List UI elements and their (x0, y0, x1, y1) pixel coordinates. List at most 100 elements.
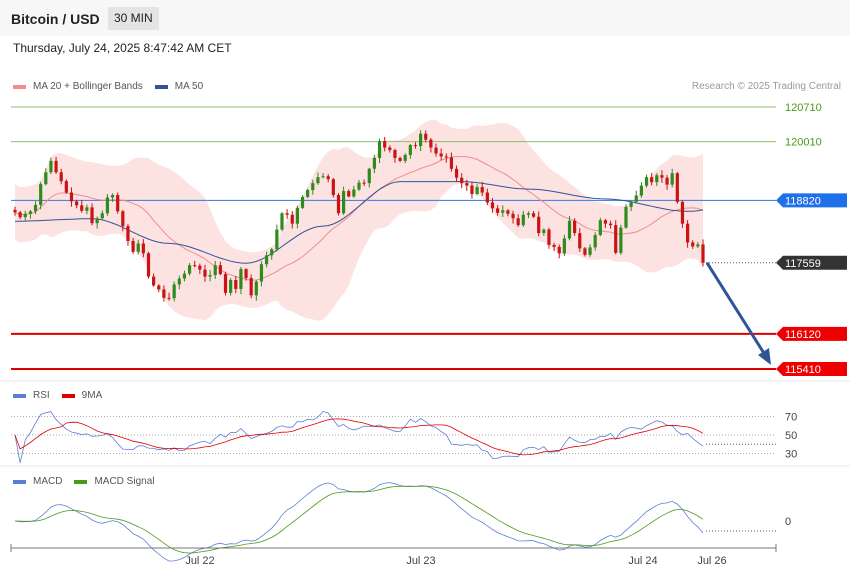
candle-body (460, 177, 464, 184)
candle-body (655, 175, 659, 183)
rsi-legend-label: RSI (33, 390, 50, 401)
ma20-swatch (13, 84, 26, 89)
candle-body (126, 226, 130, 241)
candle-body (634, 195, 638, 202)
candle-body (444, 156, 448, 158)
candle-body (475, 187, 479, 195)
macd-panel: 0 (14, 482, 791, 562)
candle-body (121, 211, 125, 227)
x-axis: Jul 22 Jul 23 Jul 24 Jul 26 (10, 544, 777, 567)
candle-body (701, 244, 705, 263)
candle-body (547, 229, 551, 245)
level-tag-118820 (776, 193, 847, 208)
level-label-116120: 116120 (785, 329, 821, 341)
candle-body (608, 223, 613, 226)
level-label-120010: 120010 (785, 137, 822, 149)
ma50-legend-label: MA 50 (174, 81, 204, 92)
candle-body (588, 247, 592, 255)
candle-body (670, 173, 674, 185)
candle-body (352, 189, 356, 197)
macd-line (14, 482, 704, 562)
macd-swatch (13, 479, 26, 484)
annotations (0, 261, 850, 467)
candle-body (116, 194, 120, 212)
candle-body (665, 177, 669, 185)
candle-body (357, 182, 361, 190)
candle-body (449, 157, 454, 169)
candle-body (480, 187, 484, 193)
candle-body (516, 218, 520, 226)
candle-body (675, 173, 679, 202)
bollinger-bands (15, 119, 703, 321)
candle-body (680, 201, 685, 224)
candle-body (696, 244, 700, 247)
candle-body (341, 191, 346, 214)
candle-body (454, 168, 459, 178)
price-levels: 120710 120010 118820 117559 116120 115410 (11, 102, 847, 376)
candle-body (424, 133, 428, 140)
candle-body (398, 157, 402, 161)
candle-body (593, 235, 597, 248)
candle-body (300, 196, 305, 208)
candle-body (244, 269, 248, 279)
candle-body (172, 284, 176, 299)
candle-body (203, 269, 207, 277)
candle-body (362, 182, 366, 184)
candle-body (275, 229, 279, 250)
candle-body (383, 141, 387, 148)
candle-body (691, 242, 695, 247)
candle-body (270, 249, 274, 256)
level-tag-115410 (776, 362, 847, 376)
candle-body (644, 177, 649, 186)
candle-body (254, 281, 258, 296)
rsi-panel: 70 50 30 (11, 410, 797, 463)
candlesticks (13, 130, 705, 302)
candle-body (285, 213, 289, 215)
candle-body (598, 220, 602, 236)
rsi-line (14, 410, 704, 463)
candle-body (393, 150, 397, 158)
candle-body (193, 265, 197, 267)
candle-body (311, 183, 315, 191)
candle-body (367, 168, 371, 184)
macd-legend: MACD MACD Signal (13, 476, 166, 487)
candle-body (377, 141, 382, 158)
rsi-level-label-50: 50 (785, 430, 797, 442)
candle-body (182, 273, 187, 279)
candle-body (521, 214, 525, 226)
header-bar: Bitcoin / USD 30 MIN (0, 0, 850, 36)
x-tick-label: Jul 22 (185, 555, 214, 567)
candle-body (629, 201, 633, 207)
candle-body (372, 157, 377, 169)
credit-text: Research © 2025 Trading Central (691, 81, 841, 92)
forecast-arrow-head (758, 348, 771, 365)
rsi-swatch (13, 393, 26, 398)
candle-body (90, 207, 94, 224)
candle-body (229, 280, 233, 293)
candle-body (603, 220, 608, 224)
candle-body (306, 190, 310, 197)
candle-body (562, 238, 566, 254)
candle-body (105, 197, 110, 214)
timeframe-badge[interactable]: 30 MIN (108, 7, 159, 30)
macd-signal-legend-label: MACD Signal (94, 476, 155, 487)
rsi-ma-line (14, 418, 704, 456)
candle-body (28, 211, 33, 214)
candle-body (69, 192, 74, 202)
candle-body (208, 275, 212, 277)
candle-body (413, 145, 418, 147)
candle-body (639, 185, 643, 196)
candle-body (490, 202, 495, 209)
forecast-arrow-shaft (705, 261, 769, 359)
candle-body (177, 278, 181, 285)
candle-body (506, 210, 510, 214)
candle-body (388, 147, 392, 151)
level-tag-116120 (776, 326, 847, 341)
moving-averages (14, 155, 704, 281)
x-tick-label: Jul 23 (406, 555, 435, 567)
timestamp: Thursday, July 24, 2025 8:47:42 AM CET (13, 41, 232, 55)
candle-body (49, 160, 53, 173)
candle-body (485, 192, 489, 203)
macd-signal-line (14, 485, 704, 554)
